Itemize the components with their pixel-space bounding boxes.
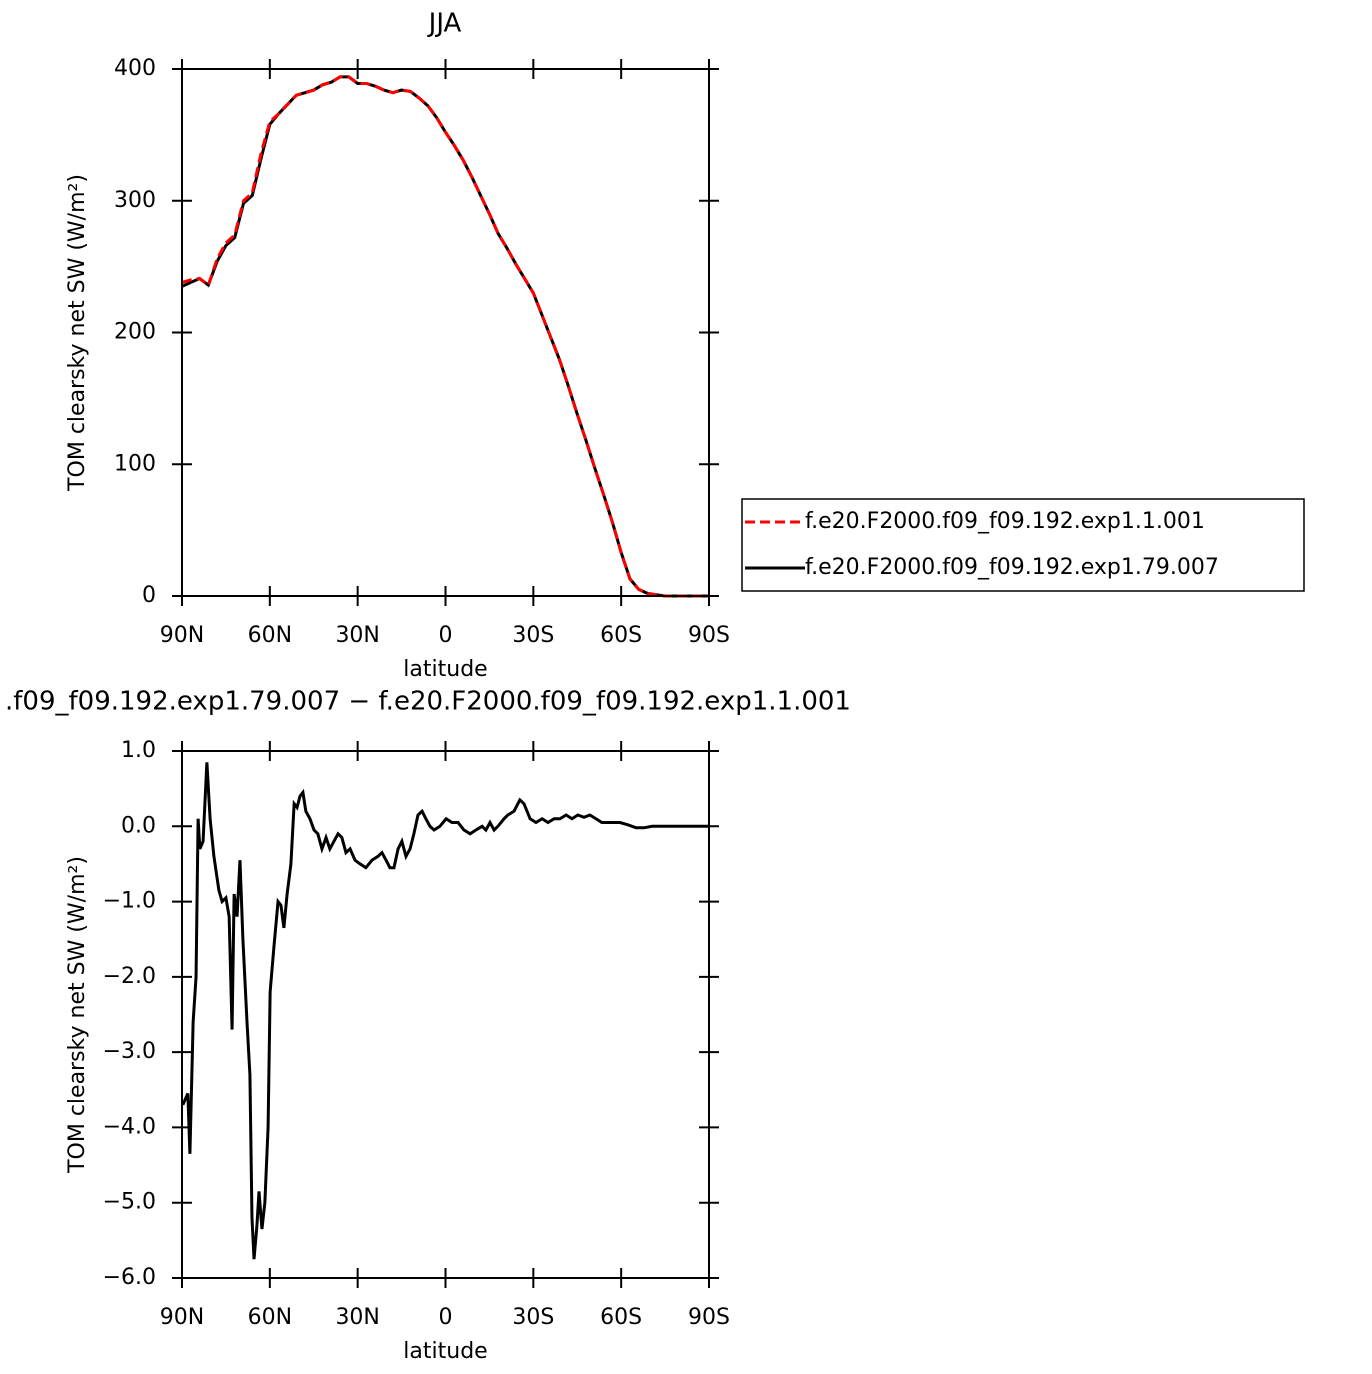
y-tick-label: 0 [142,583,156,608]
x-axis-label: latitude [403,657,487,682]
legend-box [741,498,1305,592]
y-tick-label: 300 [114,188,156,213]
y-tick-label: −1.0 [103,889,156,914]
y-tick-label: 400 [114,56,156,81]
data-line [181,75,709,598]
x-tick-label: 30S [512,1305,554,1330]
legend-label: f.e20.F2000.f09_f09.192.exp1.79.007 [805,555,1219,580]
x-tick-label: 90N [160,1305,204,1330]
x-tick-label: 30N [335,1305,379,1330]
data-line [181,762,709,1260]
chart-title: .f09_f09.192.exp1.79.007 − f.e20.F2000.f… [5,687,851,717]
y-tick-label: −4.0 [103,1114,156,1139]
x-tick-label: 60S [600,623,642,648]
legend-label: f.e20.F2000.f09_f09.192.exp1.1.001 [805,509,1205,534]
x-tick-label: 60S [600,1305,642,1330]
plot-frame [181,68,710,597]
y-tick-label: 200 [114,320,156,345]
y-tick-label: 100 [114,451,156,476]
y-tick-label: −2.0 [103,964,156,989]
x-tick-label: 90S [688,1305,730,1330]
plot-frame [181,750,710,1279]
y-tick-label: 1.0 [121,738,156,763]
x-tick-label: 30S [512,623,554,648]
y-tick-label: −6.0 [103,1265,156,1290]
y-tick-label: −5.0 [103,1190,156,1215]
y-tick-label: −3.0 [103,1039,156,1064]
y-axis-label: TOM clearsky net SW (W/m²) [65,174,90,492]
y-tick-label: 0.0 [121,813,156,838]
x-axis-label: latitude [403,1339,487,1364]
legend: f.e20.F2000.f09_f09.192.exp1.1.001 f.e20.… [741,498,1305,592]
x-tick-label: 0 [439,1305,453,1330]
x-tick-label: 90S [688,623,730,648]
x-tick-label: 0 [439,623,453,648]
x-tick-label: 90N [160,623,204,648]
x-tick-label: 30N [335,623,379,648]
x-tick-label: 60N [248,623,292,648]
chart-title: JJA [427,9,462,39]
y-axis-label: TOM clearsky net SW (W/m²) [65,856,90,1174]
x-tick-label: 60N [248,1305,292,1330]
